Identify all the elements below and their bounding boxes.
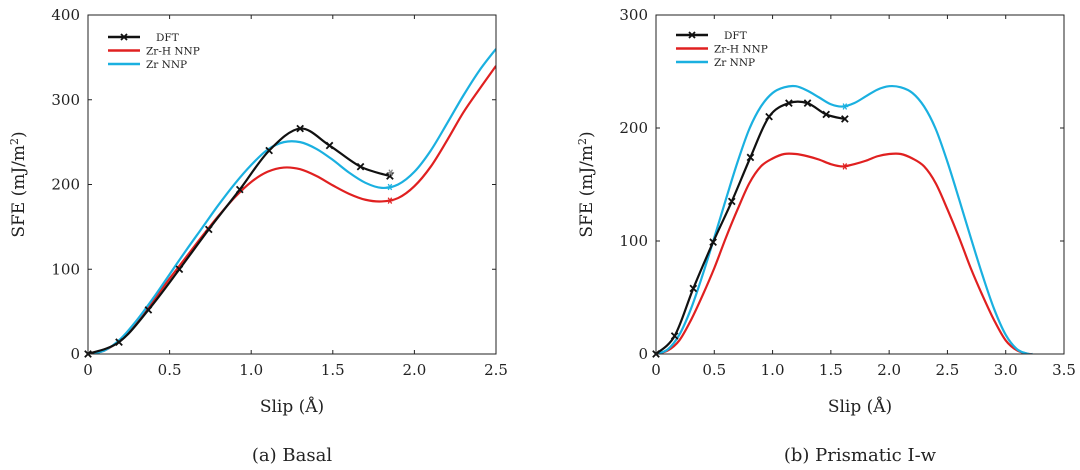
chart-0-legend-label: Zr-H NNP: [146, 46, 200, 58]
chart-0-y-axis-label-text: SFE (mJ/m: [9, 145, 29, 238]
chart-1-xtick-label: 1.0: [761, 361, 785, 379]
chart-0-point-dft: [356, 162, 365, 171]
chart-1-xtick-label: 0: [651, 361, 661, 379]
chart-0-y-axis-label: SFE (mJ/m2): [8, 131, 30, 237]
chart-1-y-axis-label: SFE (mJ/m2): [576, 131, 598, 237]
chart-0-xtick-label: 2.5: [484, 361, 508, 379]
chart-0-y-axis-label-close: ): [9, 131, 29, 138]
chart-1-xtick-label: 3.0: [994, 361, 1018, 379]
chart-1-point-dft: [803, 99, 812, 107]
chart-1-point-dft: [709, 238, 717, 246]
chart-0-point-dft: [265, 146, 273, 155]
chart-1-ytick-label: 100: [619, 232, 648, 250]
chart-1-xtick-label: 3.5: [1052, 361, 1076, 379]
chart-0-line-zr-h-nnp: [88, 65, 496, 354]
chart-1-legend-label: Zr NNP: [714, 57, 755, 69]
chart-0-legend-item-zr-nnp: Zr NNP: [108, 59, 187, 71]
chart-1-axes-frame: [655, 14, 1065, 355]
chart-1-y-axis-label-text: SFE (mJ/m: [577, 145, 597, 238]
chart-0-legend-label: DFT: [156, 32, 179, 44]
chart-1-legend-item-dft: DFT: [676, 30, 747, 42]
chart-0-end-marker-zr-h-nnp: [386, 197, 394, 204]
chart-0-caption: (a) Basal: [252, 445, 332, 466]
chart-1-point-dft: [785, 99, 793, 107]
chart-0-xtick-label: 1.5: [321, 361, 345, 379]
chart-0-point-dft: [235, 185, 244, 194]
chart-0-ytick-label: 100: [51, 260, 80, 278]
chart-0-xtick-label: 2.0: [402, 361, 426, 379]
chart-0-end-marker-dft: [387, 169, 395, 176]
chart-0-point-dft: [204, 225, 213, 234]
chart-1-point-dft: [822, 110, 831, 119]
chart-1-series-group: [656, 84, 1033, 354]
chart-1-legend-item-zr-nnp: Zr NNP: [676, 57, 755, 69]
chart-0-ytick-label: 200: [51, 176, 80, 194]
chart-1-ytick-label: 0: [638, 345, 648, 363]
chart-0-axes-frame: [87, 14, 497, 355]
chart-1-end-marker-zr-h-nnp: [841, 163, 849, 170]
chart-1-point-dft: [746, 153, 755, 162]
chart-0-xtick-label: 1.0: [239, 361, 263, 379]
chart-1-xtick-label: 1.5: [819, 361, 843, 379]
chart-1-line-zr-h-nnp: [656, 152, 1033, 354]
chart-prismatic: 0 0.5 1.0 1.5 2.0 2.5 3.0 3.5 0 100 200 300 DFT Zr-H …: [576, 6, 1076, 466]
chart-1-x-axis-label: Slip (Å): [828, 396, 892, 417]
chart-0-point-dft: [296, 124, 304, 133]
chart-0-ytick-label: 300: [51, 91, 80, 109]
chart-1-point-dft: [689, 284, 698, 293]
chart-1-y-axis-label-sup: 2: [576, 138, 589, 145]
chart-0-line-dft: [88, 127, 391, 354]
chart-0-x-axis-label: Slip (Å): [260, 396, 324, 417]
chart-1-legend-label: Zr-H NNP: [714, 44, 768, 56]
chart-1-line-zr-nnp: [656, 84, 1033, 354]
chart-1-end-marker-zr-nnp: [841, 103, 849, 110]
chart-1-point-dft: [765, 112, 773, 121]
chart-0-legend-item-zr-h-nnp: Zr-H NNP: [108, 46, 200, 58]
chart-0-y-axis-label-sup: 2: [8, 138, 21, 145]
chart-0-end-marker-zr-nnp: [386, 183, 394, 191]
chart-1-ytick-label: 200: [619, 119, 648, 137]
chart-1-legend-item-zr-h-nnp: Zr-H NNP: [676, 44, 768, 56]
chart-1-ytick-label: 300: [619, 6, 648, 24]
chart-0-xtick-label: 0: [83, 361, 93, 379]
chart-0-legend-label: Zr NNP: [146, 59, 187, 71]
chart-1-xtick-label: 0.5: [702, 361, 726, 379]
chart-1-xtick-label: 2.0: [877, 361, 901, 379]
chart-0-ytick-label: 400: [51, 6, 80, 24]
chart-0-point-dft: [175, 265, 184, 274]
chart-1-line-dft: [656, 100, 846, 354]
chart-1-caption: (b) Prismatic I-w: [784, 445, 937, 466]
chart-basal: 0 0.5 1.0 1.5 2.0 2.5 0 100 200 300 400 DFT Zr-H NNP…: [8, 6, 508, 466]
chart-1-legend-label: DFT: [724, 30, 747, 42]
chart-0-point-dft: [115, 338, 123, 346]
chart-1-point-dft: [727, 197, 736, 206]
chart-1-xtick-label: 2.5: [935, 361, 959, 379]
chart-0-point-dft: [144, 306, 153, 314]
chart-1-point-dft: [670, 332, 679, 340]
chart-0-ytick-label: 0: [70, 345, 80, 363]
chart-0-legend-item-dft: DFT: [108, 32, 179, 44]
chart-1-y-axis-label-close: ): [577, 131, 597, 138]
chart-0-xtick-label: 0.5: [158, 361, 182, 379]
chart-0-line-zr-nnp: [88, 48, 496, 354]
chart-0-point-dft: [325, 141, 334, 150]
chart-1-point-dft: [841, 115, 849, 123]
